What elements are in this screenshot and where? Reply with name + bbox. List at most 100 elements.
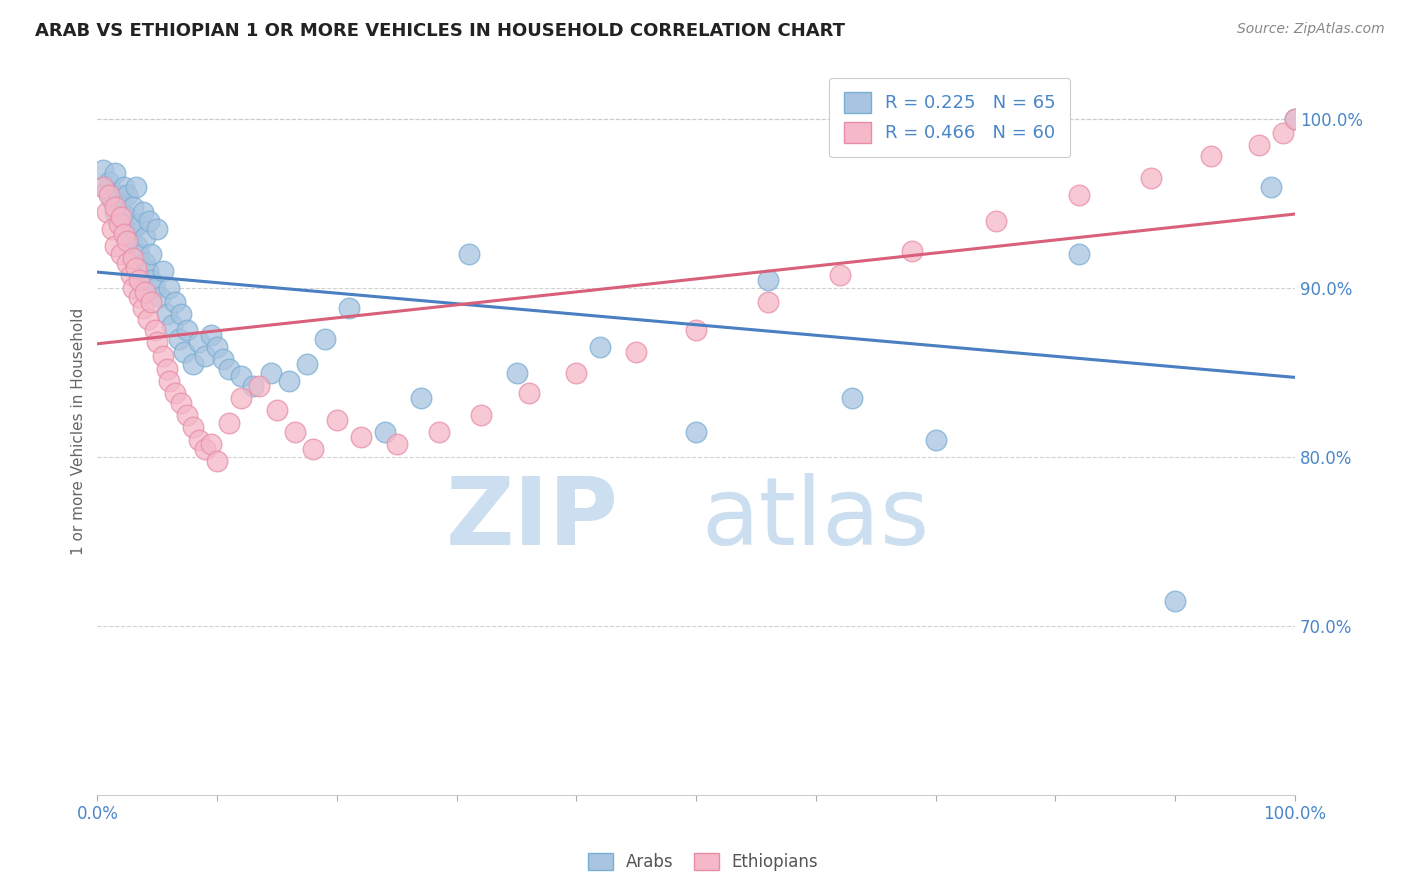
Point: [295, 357, 318, 371]
Point: [134, 256, 156, 270]
Point: [1069, 188, 1091, 202]
Point: [1284, 112, 1306, 127]
Point: [96, 183, 118, 197]
Point: [925, 434, 948, 448]
Point: [128, 217, 150, 231]
Point: [165, 294, 187, 309]
Point: [314, 332, 336, 346]
Point: [565, 366, 588, 380]
Point: [350, 430, 373, 444]
Point: [685, 425, 707, 439]
Point: [120, 268, 142, 282]
Point: [120, 230, 142, 244]
Point: [374, 425, 396, 439]
Point: [165, 386, 187, 401]
Point: [756, 273, 779, 287]
Point: [427, 425, 450, 439]
Point: [205, 453, 228, 467]
Point: [194, 442, 217, 456]
Point: [128, 290, 150, 304]
Point: [505, 366, 527, 380]
Text: atlas: atlas: [702, 473, 931, 565]
Point: [98, 188, 121, 202]
Point: [284, 425, 307, 439]
Point: [470, 408, 492, 422]
Point: [326, 413, 349, 427]
Point: [117, 256, 139, 270]
Point: [517, 386, 540, 401]
Point: [132, 301, 155, 316]
Point: [143, 281, 166, 295]
Text: Source: ZipAtlas.com: Source: ZipAtlas.com: [1237, 22, 1385, 37]
Point: [1284, 112, 1306, 127]
Point: [110, 217, 132, 231]
Point: [218, 362, 240, 376]
Point: [134, 230, 156, 244]
Point: [108, 188, 131, 202]
Point: [626, 345, 648, 359]
Point: [170, 396, 193, 410]
Point: [828, 268, 851, 282]
Point: [1260, 179, 1282, 194]
Point: [110, 247, 132, 261]
Point: [132, 205, 155, 219]
Point: [134, 285, 156, 299]
Point: [104, 200, 127, 214]
Point: [122, 281, 145, 295]
Point: [128, 247, 150, 261]
Point: [104, 166, 127, 180]
Point: [173, 345, 195, 359]
Point: [409, 391, 432, 405]
Point: [200, 328, 222, 343]
Point: [141, 294, 163, 309]
Point: [242, 379, 264, 393]
Point: [278, 374, 301, 388]
Point: [112, 179, 135, 194]
Y-axis label: 1 or more Vehicles in Household: 1 or more Vehicles in Household: [72, 308, 86, 556]
Point: [1069, 247, 1091, 261]
Point: [229, 369, 252, 384]
Point: [112, 227, 135, 241]
Point: [900, 244, 922, 258]
Point: [91, 162, 114, 177]
Point: [117, 234, 139, 248]
Legend: Arabs, Ethiopians: Arabs, Ethiopians: [579, 845, 827, 880]
Point: [108, 217, 131, 231]
Point: [128, 273, 150, 287]
Point: [122, 251, 145, 265]
Point: [194, 349, 217, 363]
Point: [685, 323, 707, 337]
Text: ZIP: ZIP: [446, 473, 619, 565]
Point: [156, 362, 179, 376]
Point: [205, 340, 228, 354]
Point: [157, 281, 180, 295]
Point: [1199, 149, 1222, 163]
Point: [181, 419, 204, 434]
Point: [152, 264, 174, 278]
Point: [229, 391, 252, 405]
Point: [143, 323, 166, 337]
Point: [110, 196, 132, 211]
Point: [136, 311, 159, 326]
Point: [1164, 593, 1187, 607]
Point: [200, 436, 222, 450]
Point: [136, 264, 159, 278]
Point: [756, 294, 779, 309]
Point: [122, 200, 145, 214]
Point: [104, 239, 127, 253]
Point: [457, 247, 479, 261]
Point: [100, 194, 122, 208]
Point: [104, 205, 127, 219]
Point: [124, 179, 146, 194]
Point: [188, 335, 211, 350]
Text: ARAB VS ETHIOPIAN 1 OR MORE VEHICLES IN HOUSEHOLD CORRELATION CHART: ARAB VS ETHIOPIAN 1 OR MORE VEHICLES IN …: [35, 22, 845, 40]
Point: [1140, 171, 1163, 186]
Point: [141, 273, 163, 287]
Point: [385, 436, 408, 450]
Point: [157, 374, 180, 388]
Point: [176, 323, 198, 337]
Point: [1272, 126, 1295, 140]
Point: [841, 391, 863, 405]
Legend: R = 0.225   N = 65, R = 0.466   N = 60: R = 0.225 N = 65, R = 0.466 N = 60: [830, 78, 1070, 157]
Point: [218, 417, 240, 431]
